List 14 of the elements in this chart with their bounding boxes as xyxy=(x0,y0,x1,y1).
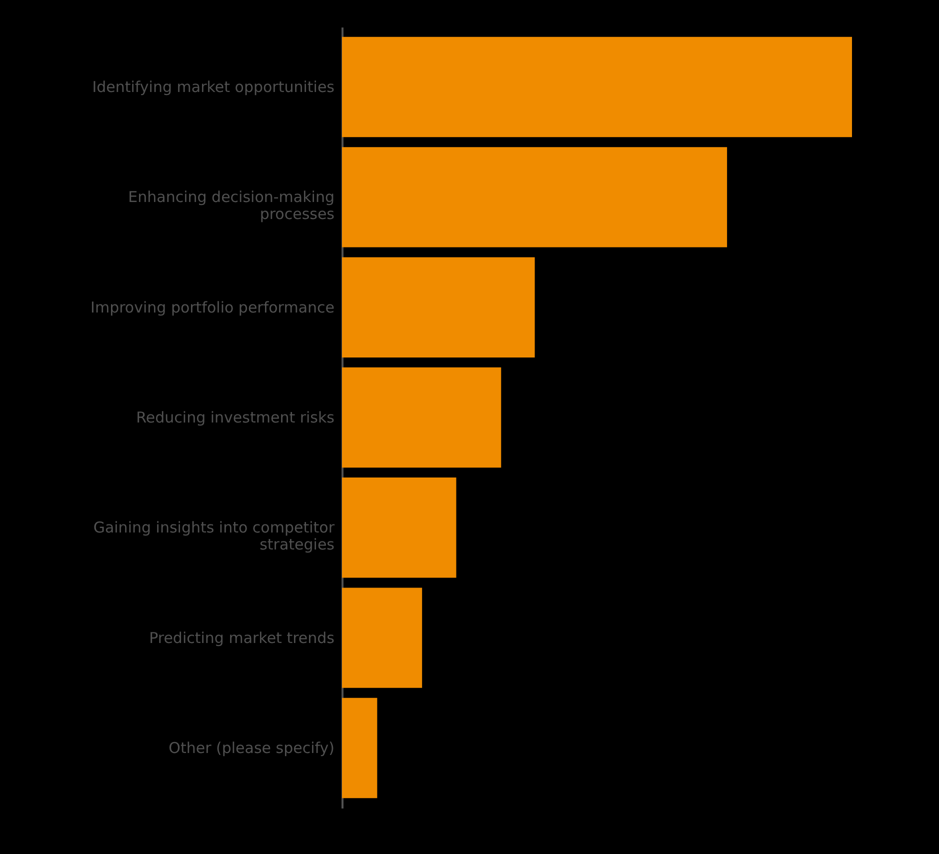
bar xyxy=(342,36,852,138)
bar xyxy=(342,478,456,578)
y-tick-label: Identifying market opportunities xyxy=(92,78,335,96)
y-tick-label: Reducing investment risks xyxy=(136,408,335,426)
bar xyxy=(342,588,422,688)
y-tick-label: Gaining insights into competitor strategies xyxy=(93,518,336,554)
bar xyxy=(342,147,728,248)
bar xyxy=(342,367,502,468)
y-tick-label: Predicting market trends xyxy=(149,628,335,647)
bar xyxy=(342,698,378,798)
bar xyxy=(342,257,535,358)
y-tick-label: Improving portfolio performance xyxy=(90,298,334,316)
y-tick-label: Enhancing decision-making processes xyxy=(128,188,335,224)
y-tick-label: Other (please specify) xyxy=(168,738,334,757)
